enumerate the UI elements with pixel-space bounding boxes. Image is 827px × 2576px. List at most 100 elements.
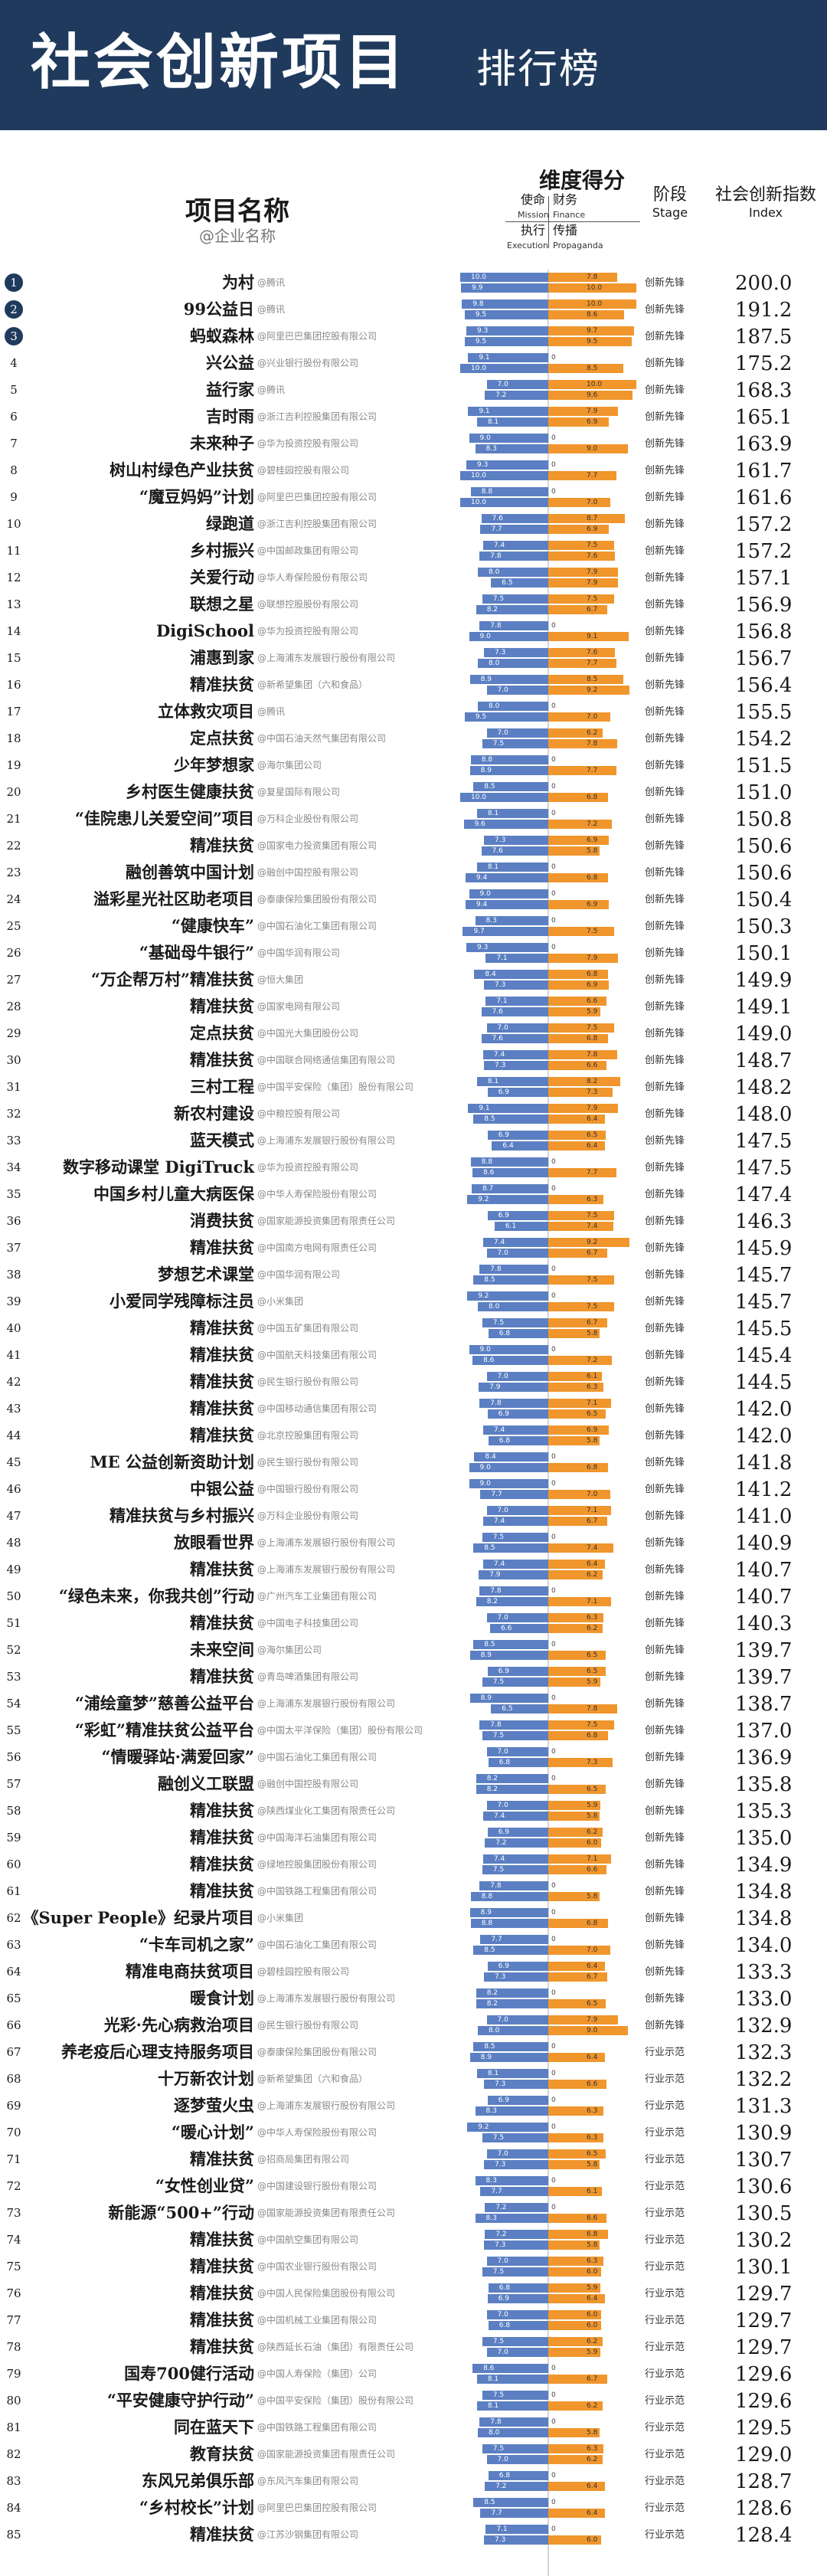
index-value: 145.5 [735,1317,793,1340]
stage-label: 行业示范 [645,2100,685,2112]
execution-value: 6.8 [498,2322,511,2329]
rank-number: 26 [6,946,21,960]
table-row: 69 逐梦萤火虫 @上海浦东发展银行股份有限公司 6.9 0 8.3 6.3 行业示范 131.… [0,2093,827,2119]
mission-value: 7.4 [493,1239,505,1246]
execution-value: 8.5 [484,1276,495,1284]
company-name: @中国航空集团有限公司 [257,2234,359,2245]
index-column-en: Index [748,205,783,220]
propaganda-value: 5.9 [587,2349,598,2356]
mission-value: 8.1 [487,2070,499,2077]
rank-number: 39 [6,1295,21,1308]
stage-label: 行业示范 [645,2127,685,2139]
stage-label: 创新先锋 [645,1725,685,1736]
finance-value: 8.5 [587,676,598,683]
mission-bar [482,2444,548,2453]
stage-label: 创新先锋 [645,974,685,986]
project-name: 中国乡村儿童大病医保 [93,1184,254,1203]
project-name: 放眼看世界 [174,1533,254,1552]
stage-label: 行业示范 [645,2476,685,2487]
mission-bar [486,728,548,738]
propaganda-value: 6.7 [587,606,598,614]
rank-number: 4 [10,356,18,370]
project-name: 精准扶贫 [190,675,254,694]
rank-number: 69 [6,2099,21,2113]
mission-bar [476,2069,548,2078]
propaganda-bar [548,1946,610,1955]
index-value: 130.1 [735,2256,793,2279]
mission-bar [469,1479,548,1488]
company-name: @联想控股股份有限公司 [257,599,359,610]
mission-bar [473,782,548,791]
finance-bar [548,326,634,336]
project-name: 乡村医生健康扶贫 [126,782,254,801]
index-value: 145.9 [735,1237,793,1260]
company-name: @中国移动通信集团有限公司 [257,1403,378,1414]
index-value: 148.0 [735,1103,793,1126]
propaganda-bar [548,417,610,427]
project-column-header: 项目名称 [185,196,289,227]
execution-value: 8.8 [481,1920,493,1927]
mission-label: 使命 [521,192,546,207]
company-name: @上海浦东发展银行股份有限公司 [257,1135,396,1146]
table-row: 78 精准扶贫 @陕西延长石油（集团）有限责任公司 7.5 6.2 7.0 5.9 行业示范 1… [0,2334,827,2361]
execution-value: 6.9 [498,1088,509,1096]
company-name: @中粮控股有限公司 [257,1108,341,1119]
propaganda-bar [548,2455,603,2464]
project-name: 定点扶贫 [190,1023,254,1043]
execution-value: 10.0 [471,499,487,506]
project-name: 精准电商扶贫项目 [126,1962,254,1981]
rank-number: 58 [6,1804,21,1818]
rank-number: 52 [6,1643,21,1657]
propaganda-bar [548,1785,606,1794]
propaganda-bar [548,2294,605,2303]
propaganda-bar [548,1329,600,1338]
propaganda-bar [548,686,629,695]
table-row: 67 养老疫后心理支持服务项目 @泰康保险集团股份有限公司 8.5 0 8.9 6.4 行业示… [0,2039,827,2066]
finance-value: 0 [551,1694,556,1702]
execution-en-label: Execution [507,241,548,250]
execution-bar [460,498,548,507]
stage-label: 创新先锋 [645,411,685,423]
rank-number: 78 [6,2340,21,2354]
execution-bar [475,2214,548,2223]
propaganda-value: 5.8 [587,1330,598,1337]
mission-value: 7.5 [492,1533,505,1541]
execution-value: 9.0 [479,633,491,640]
execution-bar [476,2375,548,2384]
finance-bar [548,1077,621,1086]
execution-bar [482,2267,548,2277]
execution-value: 7.0 [497,1249,508,1257]
project-name: “女性创业贷” [155,2176,254,2195]
index-value: 130.2 [735,2229,793,2252]
propaganda-value: 6.2 [587,2402,598,2410]
stage-label: 创新先锋 [645,679,685,691]
finance-bar [548,273,617,282]
mission-value: 7.6 [492,515,503,522]
propaganda-value: 6.0 [587,2322,598,2329]
propaganda-bar [548,980,610,990]
index-value: 135.3 [735,1800,793,1823]
execution-value: 6.5 [502,579,513,587]
finance-value: 6.2 [587,729,598,737]
execution-bar [481,846,548,856]
company-name: @中国平安保险（集团）股份有限公司 [257,2395,414,2406]
propaganda-bar [548,1678,600,1687]
finance-value: 0 [551,756,556,764]
mission-bar [486,2149,548,2159]
company-name: @融创中国控股有限公司 [257,1779,359,1789]
mission-bar [478,702,548,711]
project-name: 《Super People》纪录片项目 [22,1908,254,1927]
propaganda-value: 5.9 [587,1008,598,1016]
execution-value: 9.9 [472,284,483,292]
propaganda-bar [548,1356,612,1365]
table-row: 2 99公益日 @腾讯 9.8 10.0 9.5 8.6 创新先锋 191.2 [0,296,827,323]
propaganda-bar [548,2106,604,2116]
project-name: 溢彩星光社区助老项目 [93,889,254,908]
company-name: @万科企业股份有限公司 [257,1511,359,1521]
table-row: 56 “情暖驿站·满爱回家” @中国石油化工集团有限公司 7.0 0 6.8 7.3 创新先锋… [0,1744,827,1771]
rank-number: 75 [6,2260,21,2273]
execution-value: 7.7 [491,2188,502,2195]
table-row: 38 梦想艺术课堂 @中国华润有限公司 7.8 0 8.5 7.5 创新先锋 145.7 [0,1262,827,1288]
stage-label: 创新先锋 [645,304,685,316]
finance-value: 0 [551,1641,556,1648]
